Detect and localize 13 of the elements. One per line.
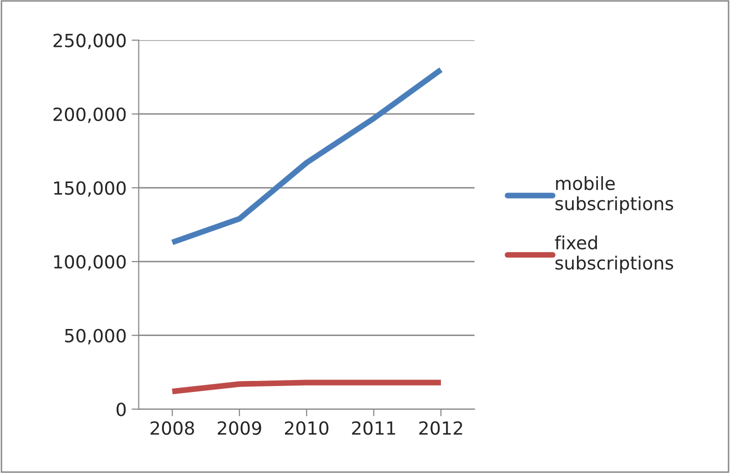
y-tick-label: 150,000 bbox=[54, 181, 126, 197]
y-tick-label: 100,000 bbox=[54, 255, 126, 271]
y-tick-label: 0 bbox=[116, 402, 126, 416]
x-tick-label: 2011 bbox=[352, 421, 396, 435]
legend-label: fixed subscriptions bbox=[554, 236, 674, 274]
y-tick-label: 200,000 bbox=[54, 107, 126, 123]
x-tick-label: 2012 bbox=[419, 421, 462, 435]
x-tick-label: 2008 bbox=[150, 421, 194, 435]
y-tick-label: 50,000 bbox=[65, 328, 126, 344]
legend-label: mobile subscriptions bbox=[555, 176, 674, 214]
y-tick-label: 250,000 bbox=[54, 34, 126, 50]
x-tick-label: 2009 bbox=[218, 421, 262, 435]
x-tick-label: 2010 bbox=[284, 421, 328, 435]
